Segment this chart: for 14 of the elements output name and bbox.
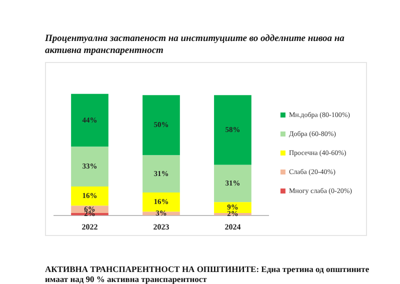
bar [142, 155, 180, 193]
bar [142, 95, 180, 156]
bar [142, 192, 180, 212]
bar [214, 164, 252, 202]
x-tick-label: 2023 [153, 222, 170, 232]
bar [71, 186, 108, 206]
bar [71, 146, 108, 187]
bar [71, 94, 108, 147]
bar [214, 95, 252, 165]
text: АКТИВНА ТРАНСПАРЕНТНОСТ НА ОПШТИНИТЕ: Една третина од општините имаат над 90 % активна транспарентност [45, 264, 370, 284]
x-tick-label: 2022 [82, 222, 98, 232]
bar [214, 202, 252, 213]
x-tick-label: 2024 [224, 222, 241, 232]
chart-title: Процентуална застапеност на институциите во одделните нивоа на активна транспарентност [45, 33, 346, 57]
